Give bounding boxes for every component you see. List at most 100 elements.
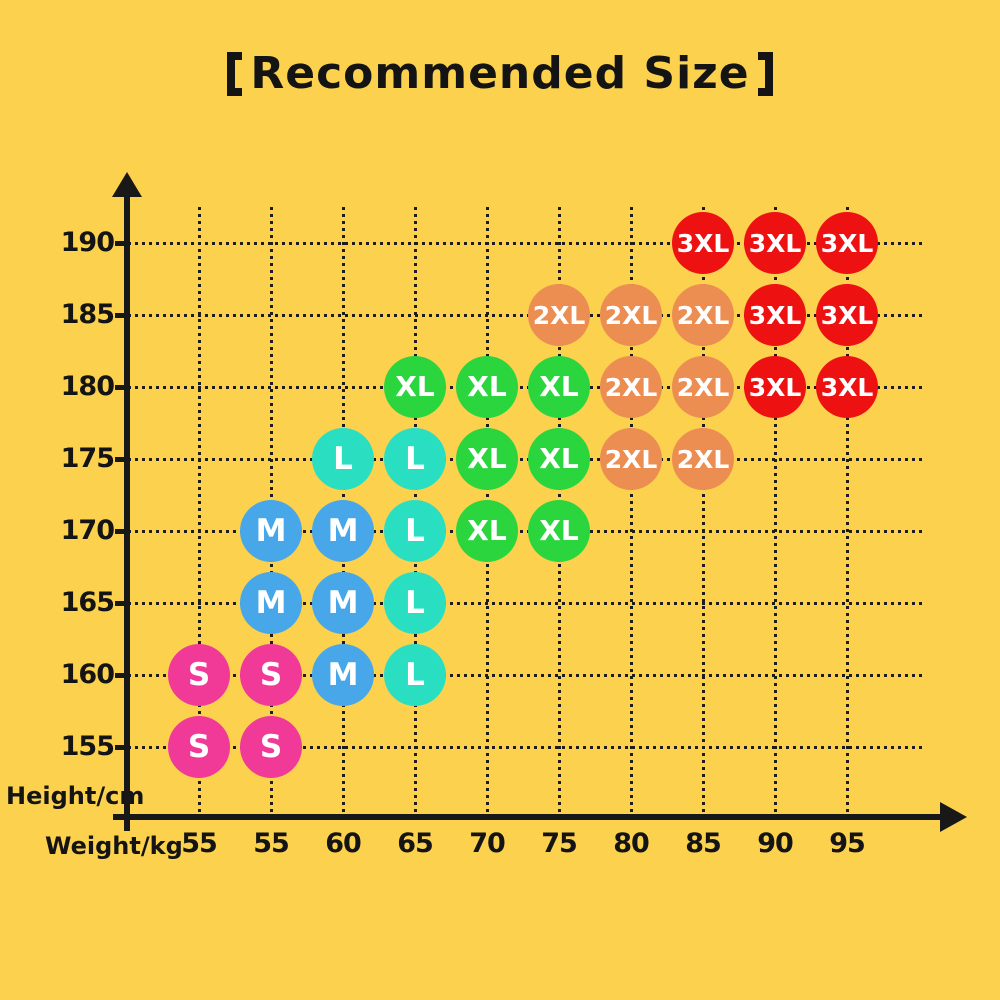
page-title: Recommended Size (0, 44, 1000, 104)
x-tick-label: 65 (397, 828, 434, 859)
y-tick-label: 190 (60, 227, 115, 258)
size-dot-2xl: 2XL (600, 356, 662, 418)
gridline-horizontal (128, 673, 925, 677)
y-axis-tick (115, 240, 124, 246)
size-dot-label: XL (539, 514, 579, 547)
size-dot-l: L (384, 644, 446, 706)
y-axis-title: Height/cm (6, 782, 145, 810)
size-dot-label: M (255, 512, 287, 549)
size-dot-label: XL (539, 370, 579, 403)
size-dot-3xl: 3XL (744, 284, 806, 346)
size-dot-m: M (240, 500, 302, 562)
size-dot-label: M (327, 512, 359, 549)
size-dot-label: L (405, 440, 425, 477)
size-dot-label: M (255, 584, 287, 621)
x-axis-arrow-icon (940, 802, 967, 832)
size-dot-label: XL (467, 514, 507, 547)
size-dot-label: XL (467, 370, 507, 403)
size-dot-label: 3XL (820, 372, 874, 402)
size-dot-xl: XL (456, 428, 518, 490)
x-axis-title: Weight/kg (45, 832, 183, 860)
gridline-vertical (701, 207, 705, 813)
size-dot-label: 3XL (676, 228, 730, 258)
x-tick-label: 85 (685, 828, 722, 859)
size-dot-m: M (312, 500, 374, 562)
size-dot-3xl: 3XL (816, 356, 878, 418)
gridline-horizontal (128, 241, 925, 245)
size-dot-3xl: 3XL (744, 212, 806, 274)
size-dot-label: 3XL (820, 228, 874, 258)
size-dot-label: L (405, 512, 425, 549)
size-dot-xl: XL (528, 356, 590, 418)
gridline-horizontal (128, 601, 925, 605)
gridline-horizontal (128, 745, 925, 749)
y-tick-label: 160 (60, 659, 115, 690)
y-axis-tick (115, 672, 124, 678)
gridline-vertical (197, 207, 201, 813)
size-dot-label: L (405, 656, 425, 693)
size-dot-xl: XL (456, 500, 518, 562)
gridline-horizontal (128, 457, 925, 461)
size-dot-2xl: 2XL (528, 284, 590, 346)
size-dot-xl: XL (528, 428, 590, 490)
size-dot-s: S (168, 716, 230, 778)
size-dot-l: L (384, 428, 446, 490)
y-tick-label: 175 (60, 443, 115, 474)
size-dot-label: 3XL (820, 300, 874, 330)
size-dot-label: 2XL (604, 372, 658, 402)
size-dot-xl: XL (384, 356, 446, 418)
size-dot-label: S (259, 656, 283, 693)
size-dot-label: XL (539, 442, 579, 475)
size-dot-s: S (240, 716, 302, 778)
y-tick-label: 170 (60, 515, 115, 546)
size-dot-2xl: 2XL (672, 428, 734, 490)
y-tick-label: 185 (60, 299, 115, 330)
gridline-vertical (845, 207, 849, 813)
x-tick-label: 95 (829, 828, 866, 859)
x-tick-label: 75 (541, 828, 578, 859)
size-dot-label: 3XL (748, 372, 802, 402)
size-dot-label: S (259, 728, 283, 765)
x-tick-label: 60 (325, 828, 362, 859)
size-dot-label: 2XL (676, 372, 730, 402)
size-dot-label: 3XL (748, 300, 802, 330)
y-axis-line (124, 192, 130, 831)
y-axis-tick (115, 384, 124, 390)
y-axis-tick (115, 528, 124, 534)
size-dot-label: M (327, 584, 359, 621)
gridline-horizontal (128, 313, 925, 317)
size-dot-3xl: 3XL (816, 212, 878, 274)
size-dot-label: 2XL (676, 300, 730, 330)
x-tick-label: 90 (757, 828, 794, 859)
x-axis-line (113, 814, 942, 820)
size-dot-3xl: 3XL (744, 356, 806, 418)
size-dot-label: 2XL (604, 300, 658, 330)
left-lens-bracket-icon (227, 52, 243, 96)
size-dot-label: 2XL (532, 300, 586, 330)
size-dot-3xl: 3XL (816, 284, 878, 346)
size-dot-l: L (384, 572, 446, 634)
size-dot-s: S (168, 644, 230, 706)
size-dot-label: S (187, 656, 211, 693)
y-axis-tick (115, 600, 124, 606)
y-tick-label: 165 (60, 587, 115, 618)
y-tick-label: 180 (60, 371, 115, 402)
size-dot-m: M (240, 572, 302, 634)
size-dot-label: S (187, 728, 211, 765)
size-dot-label: 3XL (748, 228, 802, 258)
size-dot-s: S (240, 644, 302, 706)
gridline-horizontal (128, 529, 925, 533)
size-dot-l: L (312, 428, 374, 490)
size-dot-label: XL (467, 442, 507, 475)
size-dot-label: L (405, 584, 425, 621)
gridline-horizontal (128, 385, 925, 389)
size-dot-xl: XL (456, 356, 518, 418)
y-axis-tick (115, 456, 124, 462)
x-tick-label: 55 (253, 828, 290, 859)
size-dot-label: L (333, 440, 353, 477)
size-dot-label: M (327, 656, 359, 693)
y-axis-tick (115, 744, 124, 750)
size-dot-m: M (312, 572, 374, 634)
size-dot-label: XL (395, 370, 435, 403)
